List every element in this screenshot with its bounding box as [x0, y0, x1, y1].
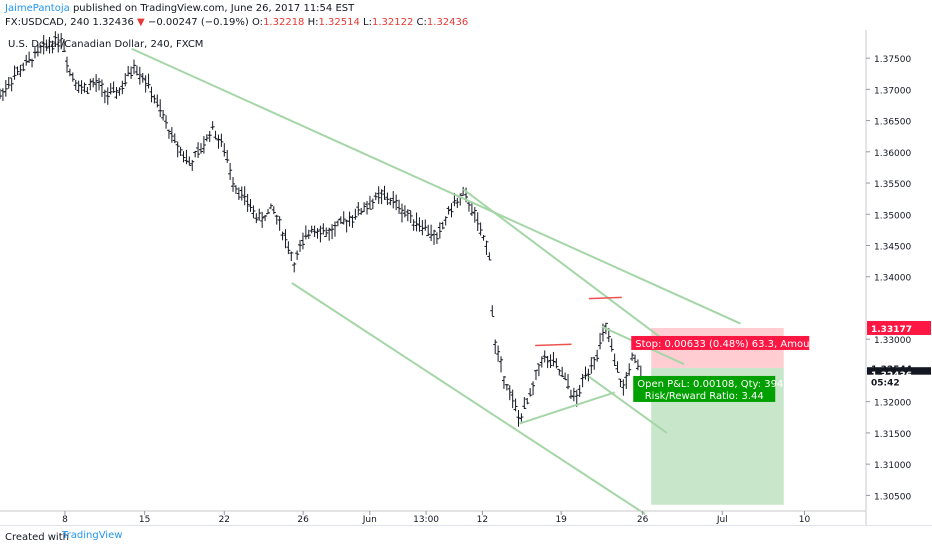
- y-tick-label: 1.30500: [874, 492, 911, 502]
- open-pl-label: Open P&L: 0.00108, Qty: 39494: [637, 379, 796, 390]
- trend-line[interactable]: [588, 375, 668, 434]
- x-tick-label: 13:00: [413, 515, 439, 525]
- chart-background: [0, 30, 932, 525]
- price-badge-label: 1.33177: [871, 325, 912, 335]
- stop-label-box: [631, 335, 810, 350]
- open-label: O:: [251, 17, 264, 28]
- y-tick-label: 1.32000: [874, 399, 911, 409]
- resistance-mark[interactable]: [588, 296, 622, 300]
- high-label: H:: [307, 17, 319, 28]
- x-tick-label: Jun: [362, 515, 377, 525]
- y-tick-label: 1.37500: [874, 55, 911, 65]
- low-value: 1.32122: [372, 17, 414, 28]
- trend-line[interactable]: [291, 282, 646, 515]
- x-tick-label: 15: [139, 515, 150, 525]
- close-label: C:: [416, 17, 427, 28]
- pl-label-box: [633, 375, 776, 402]
- open-value: 1.32218: [263, 17, 305, 28]
- low-label: L:: [363, 17, 372, 28]
- y-tick-label: 1.31500: [874, 430, 911, 440]
- x-tick-label: 8: [62, 515, 68, 525]
- x-tick-label: 26: [297, 515, 309, 525]
- trend-line[interactable]: [519, 391, 616, 425]
- footer-bar: Created with TradingView: [0, 525, 932, 551]
- published-text: published on TradingView.com, June 26, 2…: [72, 3, 355, 14]
- x-tick-label: Jul: [716, 515, 728, 525]
- last-price: 1.32436: [92, 17, 134, 28]
- y-tick-label: 1.34000: [874, 274, 911, 284]
- symbol-name: FX:USDCAD, 240: [5, 17, 90, 28]
- price-change: −0.00247 (−0.19%): [147, 17, 249, 28]
- y-tick-label: 1.36500: [874, 118, 911, 128]
- publish-line: JaimePantoja published on TradingView.co…: [5, 3, 354, 14]
- y-tick-label: 1.37000: [874, 86, 911, 96]
- price-badge: [867, 374, 931, 389]
- x-tick-label: 12: [477, 515, 488, 525]
- y-tick-label: 1.35500: [874, 180, 911, 190]
- close-value: 1.32436: [426, 17, 469, 28]
- trend-line[interactable]: [131, 47, 741, 325]
- risk-reward-label: Risk/Reward Ratio: 3.44: [645, 391, 764, 402]
- chart-header: JaimePantoja published on TradingView.co…: [0, 0, 932, 30]
- down-arrow-icon: ▼: [137, 17, 145, 28]
- tradingview-logo[interactable]: TradingView: [62, 530, 123, 541]
- price-badge: [867, 320, 931, 335]
- y-tick-label: 1.36000: [874, 149, 911, 159]
- symbol-line: FX:USDCAD, 240 1.32436 ▼ −0.00247 (−0.19…: [5, 17, 468, 28]
- trend-line[interactable]: [462, 188, 677, 350]
- stop-label: Stop: 0.00633 (0.48%) 63.3, Amount: 750: [635, 339, 845, 350]
- high-value: 1.32514: [318, 17, 360, 28]
- y-tick-label: 1.35000: [874, 211, 911, 221]
- x-tick-label: 10: [799, 515, 811, 525]
- y-tick-label: 1.33000: [874, 336, 911, 346]
- y-tick-label: 1.31000: [874, 461, 911, 471]
- chart-title: U.S. Dollar/Canadian Dollar, 240, FXCM: [8, 39, 203, 50]
- price-badge-label: 05:42: [871, 379, 900, 389]
- created-with-text: Created with: [5, 532, 69, 543]
- y-tick-label: 1.34500: [874, 243, 911, 253]
- price-chart[interactable]: Stop: 0.00633 (0.48%) 63.3, Amount: 750 O…: [0, 30, 932, 525]
- x-tick-label: 22: [219, 515, 230, 525]
- x-tick-label: 19: [555, 515, 567, 525]
- resistance-mark[interactable]: [535, 343, 572, 347]
- x-tick-label: 26: [637, 515, 649, 525]
- author-link[interactable]: JaimePantoja: [5, 3, 70, 14]
